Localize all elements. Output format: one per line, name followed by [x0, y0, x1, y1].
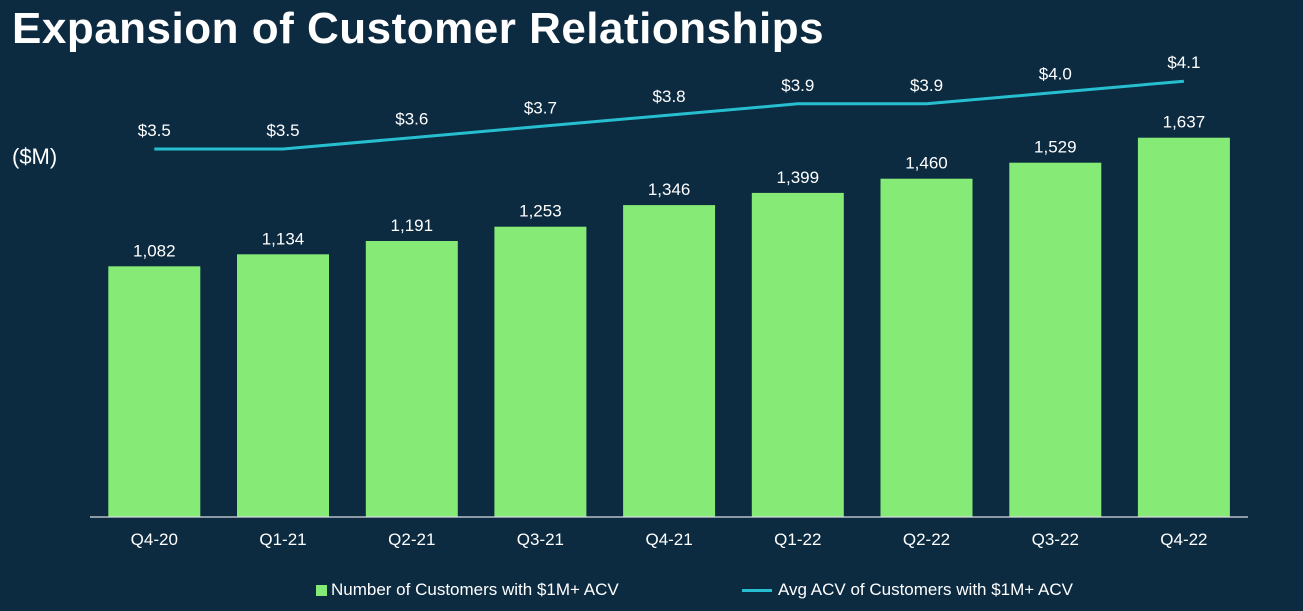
bar-q3-22: [1009, 162, 1102, 517]
bar-value-label: 1,346: [648, 180, 691, 199]
bar-value-label: 1,082: [133, 241, 176, 260]
x-tick-label: Q2-22: [903, 530, 950, 549]
line-value-label: $4.1: [1167, 53, 1200, 72]
x-tick-labels: Q4-20 Q1-21 Q2-21 Q3-21 Q4-21 Q1-22 Q2-22 Q3-22…: [131, 530, 1208, 549]
bar-q4-22: [1137, 137, 1230, 517]
bar-value-label: 1,253: [519, 202, 562, 221]
line-value-label: $3.5: [266, 121, 299, 140]
x-tick-label: Q1-22: [774, 530, 821, 549]
bar-q1-22: [751, 192, 844, 517]
legend-swatch-line: [742, 588, 772, 592]
x-tick-label: Q3-22: [1032, 530, 1079, 549]
bar-value-label: 1,191: [391, 216, 434, 235]
legend-item-avg-acv: Avg ACV of Customers with $1M+ ACV: [742, 580, 1073, 600]
legend-label-avg-acv: Avg ACV of Customers with $1M+ ACV: [778, 580, 1073, 599]
bar-q2-22: [880, 178, 973, 517]
bar-value-label: 1,460: [905, 154, 948, 173]
line-value-label: $3.8: [653, 87, 686, 106]
bar-series: [108, 137, 1230, 518]
bar-value-label: 1,529: [1034, 138, 1077, 157]
bar-q2-21: [365, 241, 458, 517]
bar-q1-21: [237, 254, 329, 518]
line-value-label: $4.0: [1039, 65, 1072, 84]
line-value-label: $3.7: [524, 98, 557, 117]
x-tick-label: Q1-21: [259, 530, 306, 549]
bar-q3-21: [494, 226, 587, 517]
x-tick-label: Q2-21: [388, 530, 435, 549]
chart-title: Expansion of Customer Relationships: [12, 4, 825, 53]
line-value-label: $3.9: [781, 76, 814, 95]
bar-data-labels: 1,082 1,134 1,191 1,253 1,346 1,399 1,460 1,529…: [133, 113, 1205, 261]
unit-label: ($M): [12, 144, 58, 169]
line-value-label: $3.6: [395, 110, 428, 129]
bar-value-label: 1,134: [262, 229, 305, 248]
x-tick-label: Q3-21: [517, 530, 564, 549]
legend-swatch-bar: [316, 584, 327, 596]
bar-q4-20: [108, 266, 201, 517]
line-data-labels: $3.5 $3.5 $3.6 $3.7 $3.8 $3.9 $3.9 $4.0 $4.1: [138, 53, 1201, 140]
avg-acv-line: [154, 79, 1185, 151]
line-value-label: $3.9: [910, 76, 943, 95]
x-tick-label: Q4-20: [131, 530, 178, 549]
bar-value-label: 1,399: [777, 168, 820, 187]
bar-value-label: 1,637: [1163, 113, 1206, 132]
legend-label-customers: Number of Customers with $1M+ ACV: [331, 580, 619, 599]
x-tick-label: Q4-22: [1160, 530, 1207, 549]
x-tick-label: Q4-21: [645, 530, 692, 549]
bar-q4-21: [623, 205, 716, 517]
legend-item-customers: Number of Customers with $1M+ ACV: [316, 580, 619, 600]
line-value-label: $3.5: [138, 121, 171, 140]
